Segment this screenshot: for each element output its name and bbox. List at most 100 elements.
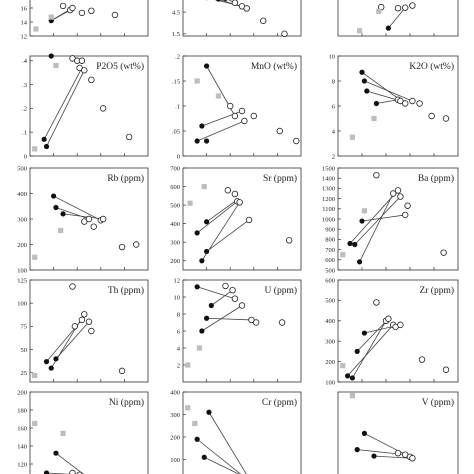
y-tick-label: 12	[21, 33, 28, 40]
y-tick-label: 300	[17, 216, 27, 223]
panel-title: Sr (ppm)	[263, 173, 297, 184]
open-marker	[71, 323, 79, 330]
y-tick-label: 50	[21, 347, 28, 354]
tie-line	[46, 70, 85, 147]
open-marker	[231, 0, 239, 6]
y-tick-label: 600	[325, 257, 335, 264]
filled-marker	[194, 138, 200, 144]
tie-line	[388, 7, 406, 29]
filled-marker	[199, 123, 205, 129]
y-tick-label: 500	[17, 165, 27, 172]
square-marker	[32, 420, 38, 427]
y-tick-label: .3	[22, 82, 27, 89]
y-tick-label: 1.5	[172, 31, 180, 38]
square-marker	[32, 254, 38, 260]
tie-line	[206, 317, 252, 321]
open-marker	[111, 11, 119, 19]
open-marker	[440, 249, 447, 256]
open-marker	[402, 100, 409, 107]
y-tick-label: 1300	[322, 186, 335, 193]
open-marker	[231, 190, 239, 198]
filled-marker	[359, 69, 365, 75]
y-tick-label: 6.5	[172, 0, 180, 2]
panel-frame	[29, 0, 149, 37]
open-marker	[231, 295, 239, 302]
filled-marker	[204, 219, 210, 225]
filled-marker	[206, 409, 212, 415]
open-marker	[409, 455, 416, 462]
filled-marker	[199, 258, 205, 264]
filled-marker	[194, 284, 200, 290]
y-tick-label: 120	[17, 461, 27, 468]
open-marker	[276, 127, 283, 135]
y-tick-label: 8	[177, 311, 180, 318]
open-marker	[81, 311, 88, 318]
open-marker	[397, 193, 404, 200]
filled-marker	[364, 88, 370, 94]
open-marker	[222, 282, 229, 290]
y-tick-label: 700	[170, 165, 180, 172]
open-marker	[132, 241, 140, 248]
square-marker	[60, 430, 66, 436]
tie-line	[43, 67, 83, 140]
open-marker	[85, 215, 93, 223]
y-tick-label: 1400	[322, 176, 335, 183]
panel-title: Ba (ppm)	[418, 173, 454, 184]
y-tick-label: 900	[325, 227, 335, 234]
open-marker	[81, 67, 88, 74]
filled-marker	[41, 136, 47, 142]
open-marker	[402, 4, 409, 11]
tie-line	[55, 321, 90, 360]
panel-title: K2O (wt%)	[409, 61, 454, 72]
square-marker	[196, 345, 203, 351]
y-tick-label: 300	[325, 339, 335, 346]
filled-marker	[204, 138, 210, 144]
y-tick-label: 600	[170, 184, 180, 191]
panel-3	[337, 0, 459, 37]
filled-marker	[357, 259, 363, 265]
y-tick-label: 400	[325, 318, 335, 325]
y-tick-label: 1000	[322, 216, 335, 223]
square-marker	[58, 227, 64, 234]
y-tick-label: 10	[174, 294, 181, 301]
y-tick-label: .2	[175, 53, 180, 60]
square-marker	[201, 183, 207, 190]
open-marker	[260, 17, 267, 24]
open-marker	[118, 243, 126, 251]
y-tick-label: 300	[170, 412, 180, 419]
panel-title: Cr (ppm)	[262, 397, 297, 408]
tie-line	[206, 219, 250, 252]
open-marker	[85, 318, 93, 325]
open-marker	[442, 115, 450, 122]
y-tick-label: 2	[177, 362, 180, 369]
filled-marker	[53, 450, 59, 456]
panel-frame	[29, 55, 149, 157]
panel-title: Th (ppm)	[108, 285, 144, 296]
square-marker	[215, 93, 221, 99]
square-marker	[33, 26, 39, 32]
open-marker	[397, 321, 404, 329]
filled-marker	[43, 470, 50, 474]
filled-marker	[43, 143, 50, 150]
filled-marker	[371, 453, 377, 459]
filled-marker	[361, 430, 367, 436]
filled-marker	[385, 25, 391, 31]
tie-line	[62, 213, 104, 220]
open-marker	[394, 187, 402, 194]
panel-frame	[337, 279, 459, 383]
tie-line	[354, 196, 401, 245]
panel-title: U (ppm)	[265, 285, 297, 296]
panel-2: 1.5 4.5 6.5	[172, 0, 302, 38]
open-marker	[245, 216, 253, 224]
panel-13: 100120140160180200Ni (ppm)	[17, 389, 149, 474]
filled-marker	[48, 53, 54, 59]
y-tick-label: 10	[329, 53, 336, 60]
y-tick-label: 4.5	[172, 9, 180, 16]
panel-frame	[337, 391, 459, 474]
filled-marker	[201, 454, 207, 460]
y-tick-label: 100	[170, 457, 180, 464]
panel-4: 0 .1 .2 .3 .4 P2O5 (wt%)	[22, 53, 149, 160]
filled-marker	[43, 359, 50, 365]
y-tick-label: 0	[24, 153, 27, 160]
square-marker	[187, 200, 193, 206]
